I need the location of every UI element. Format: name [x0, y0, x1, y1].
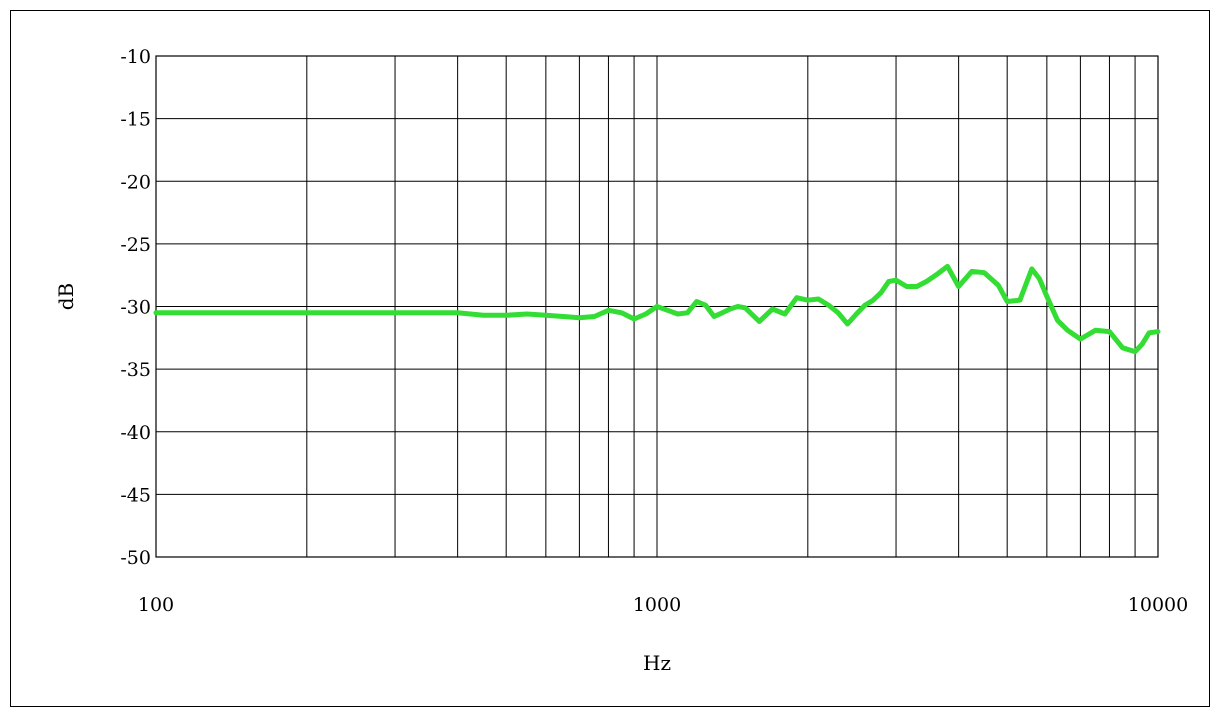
x-axis-title: Hz [643, 651, 671, 675]
y-tick-label: -25 [120, 234, 151, 256]
series-line [153, 263, 1161, 355]
x-tick-label: 1000 [633, 594, 681, 616]
y-axis-title: dB [54, 283, 78, 311]
y-tick-label: -45 [120, 484, 151, 506]
chart-frame: -10 -15 -20 -25 -30 -35 -40 -45 -50 100 1000 10000… [10, 10, 1210, 707]
frequency-response-chart: -10 -15 -20 -25 -30 -35 -40 -45 -50 100 1000 10000… [54, 46, 1188, 675]
y-tick-label: -40 [120, 422, 151, 444]
y-tick-label: -30 [120, 297, 151, 319]
y-axis-ticks: -10 -15 -20 -25 -30 -35 -40 -45 -50 [120, 46, 151, 569]
x-tick-label: 100 [138, 594, 174, 616]
x-tick-label: 10000 [1128, 594, 1188, 616]
y-tick-label: -35 [120, 359, 151, 381]
y-tick-label: -10 [120, 46, 151, 68]
y-tick-label: -15 [120, 109, 151, 131]
y-tick-label: -20 [120, 171, 151, 193]
y-tick-label: -50 [120, 547, 151, 569]
x-axis-ticks: 100 1000 10000 [138, 594, 1188, 616]
series-layer [153, 263, 1161, 355]
grid-lines [155, 55, 1159, 558]
